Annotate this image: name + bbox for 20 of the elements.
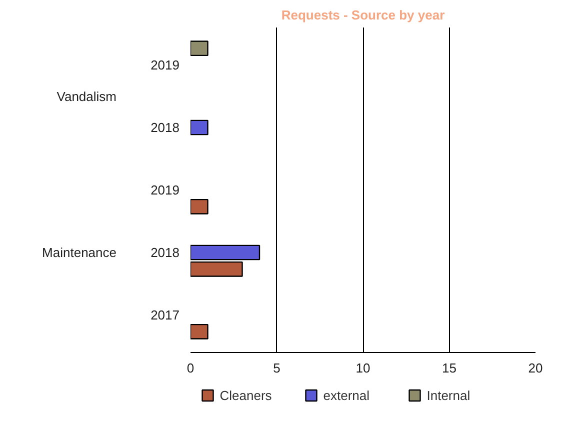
- x-tick-label: 0: [186, 360, 194, 376]
- y-tick-label: 2018: [150, 245, 180, 260]
- x-tick-label: 5: [273, 360, 280, 376]
- x-tick-label: 15: [442, 360, 456, 376]
- bar: [190, 324, 208, 340]
- y-tick-label: 2019: [150, 58, 180, 72]
- y-tick-label: 2019: [150, 182, 180, 198]
- legend-label: Cleaners: [220, 388, 272, 403]
- x-tick-label: 20: [528, 360, 543, 376]
- chart-title: Requests - Source by year: [281, 8, 445, 22]
- y-tick-label: 2018: [150, 120, 180, 135]
- legend-label: Internal: [426, 388, 470, 403]
- y-tick-label: 2017: [150, 308, 180, 322]
- x-tick-label: 10: [356, 360, 370, 376]
- text: Maintenance: [42, 245, 117, 260]
- bar: [190, 198, 208, 214]
- bar: [190, 120, 208, 136]
- bar: [190, 40, 208, 56]
- legend-label: external: [323, 388, 370, 403]
- text: Vandalism: [56, 88, 117, 104]
